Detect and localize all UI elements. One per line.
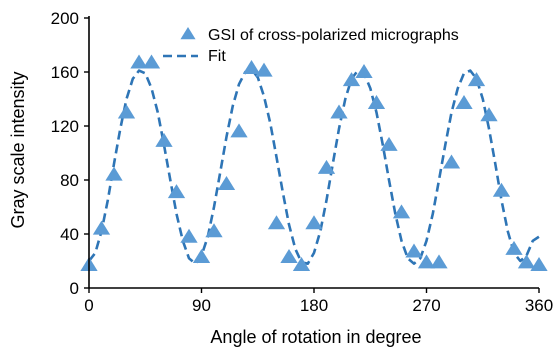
data-point-triangle (92, 220, 111, 235)
y-tick-label: 80 (60, 171, 79, 190)
axes: 0 90 180 270 360 0 40 80 120 160 200 (51, 9, 554, 315)
data-point-triangle (117, 104, 136, 119)
data-point-triangle (405, 243, 423, 258)
legend-triangle-marker-icon (180, 27, 196, 40)
data-point-triangle (517, 254, 536, 269)
fit-line (87, 68, 540, 265)
data-point-triangle (280, 248, 298, 263)
data-point-triangle (155, 132, 173, 147)
data-point-triangle (380, 136, 398, 151)
gsi-series-layer (80, 54, 548, 272)
fit-series-layer (87, 68, 540, 265)
y-tick-label: 160 (51, 63, 79, 82)
data-point-triangle (180, 228, 198, 243)
data-point-triangle (367, 95, 386, 110)
y-tick-label: 120 (51, 117, 79, 136)
data-point-triangle (230, 123, 248, 138)
data-point-triangle (492, 182, 511, 197)
legend: GSI of cross-polarized micrographs Fit (163, 27, 459, 65)
x-tick-label: 180 (300, 296, 328, 315)
x-tick-label: 270 (412, 296, 440, 315)
x-tick-label: 360 (525, 296, 553, 315)
data-point-triangle (430, 254, 448, 269)
data-point-triangle (330, 104, 348, 119)
data-point-triangle (392, 204, 411, 219)
data-point-triangle (130, 54, 148, 69)
data-point-triangle (142, 54, 161, 69)
y-tick-label: 0 (70, 279, 79, 298)
data-point-triangle (505, 240, 523, 255)
y-axis-title: Gray scale intensity (8, 71, 28, 228)
legend-label-fit: Fit (208, 48, 226, 65)
data-point-triangle (305, 215, 323, 230)
data-point-triangle (105, 166, 123, 181)
data-point-triangle (355, 64, 373, 78)
y-tick-label: 200 (51, 9, 79, 28)
data-point-triangle (467, 72, 486, 87)
x-tick-label: 90 (192, 296, 211, 315)
legend-label-gsi: GSI of cross-polarized micrographs (208, 27, 459, 44)
data-point-triangle (242, 59, 261, 74)
data-point-triangle (342, 72, 361, 87)
data-point-triangle (317, 159, 336, 174)
data-point-triangle (530, 257, 548, 272)
data-point-triangle (455, 95, 473, 110)
x-tick-label: 0 (84, 296, 93, 315)
data-point-triangle (255, 62, 273, 77)
data-point-triangle (292, 257, 311, 272)
y-tick-label: 40 (60, 225, 79, 244)
x-axis-title: Angle of rotation in degree (210, 327, 421, 347)
data-point-triangle (442, 154, 461, 169)
data-point-triangle (417, 254, 436, 269)
data-point-triangle (205, 223, 223, 238)
data-point-triangle (192, 248, 211, 263)
data-point-triangle (217, 176, 236, 191)
data-point-triangle (480, 107, 498, 122)
data-point-triangle (167, 184, 186, 199)
data-point-triangle (267, 215, 286, 230)
